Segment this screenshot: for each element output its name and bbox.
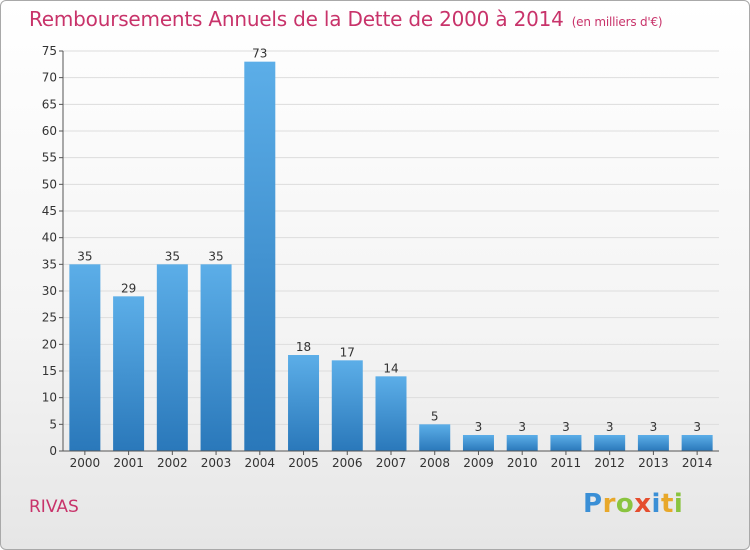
data-label-2002: 35 [165,249,180,263]
data-label-2014: 3 [693,420,701,434]
bars [69,61,713,452]
y-tick-label: 5 [49,417,57,431]
y-tick-label: 40 [42,231,57,245]
y-tick-label: 45 [42,204,57,218]
chart-subtitle: (en milliers d'€) [571,15,663,29]
y-tick-label: 70 [42,71,57,85]
data-label-2010: 3 [518,420,526,434]
data-label-2011: 3 [562,420,570,434]
chart-title: Remboursements Annuels de la Dette de 20… [29,7,564,31]
x-tick-label-2004: 2004 [245,456,276,470]
bar-2000 [69,264,101,451]
y-tick-label: 55 [42,151,57,165]
y-tick-label: 15 [42,364,57,378]
bar-2011 [550,435,582,451]
data-label-2003: 35 [208,249,223,263]
data-label-2007: 14 [383,361,398,375]
y-tick-label: 60 [42,124,57,138]
proxiti-logo: Proxiti [583,489,684,519]
y-tick-label: 30 [42,284,57,298]
y-tick-label: 10 [42,391,57,405]
x-tick-label-2006: 2006 [332,456,363,470]
x-tick-label-2007: 2007 [376,456,407,470]
data-label-2009: 3 [475,420,483,434]
x-tick-label-2008: 2008 [419,456,450,470]
bar-2009 [462,435,494,451]
chart-title-line: Remboursements Annuels de la Dette de 20… [29,7,663,31]
bar-2013 [637,435,669,451]
bar-2001 [113,296,145,451]
y-tick-label: 75 [42,44,57,58]
x-tick-label-2013: 2013 [638,456,669,470]
x-tick-label-2012: 2012 [594,456,625,470]
y-tick-label: 20 [42,337,57,351]
y-tick-label: 50 [42,177,57,191]
data-label-2004: 73 [252,47,267,61]
bar-2003 [200,264,232,451]
y-tick-label: 35 [42,257,57,271]
x-tick-label-2009: 2009 [463,456,494,470]
bar-2010 [506,435,538,451]
data-label-2012: 3 [606,420,614,434]
data-label-2000: 35 [77,249,92,263]
bar-2005 [288,355,320,451]
data-label-2001: 29 [121,281,136,295]
x-tick-label-2005: 2005 [288,456,319,470]
data-labels: 35 29 35 35 73 18 17 14 5 3 3 3 3 3 3 [77,47,701,434]
x-tick-label-2010: 2010 [507,456,538,470]
bar-2012 [594,435,626,451]
x-tick-label-2003: 2003 [201,456,232,470]
y-tick-label: 65 [42,97,57,111]
commune-name: RIVAS [29,497,79,517]
bar-2004 [244,61,276,452]
x-tick-label-2000: 2000 [70,456,101,470]
bar-2006 [331,360,363,451]
y-tick-label: 0 [49,444,57,458]
bar-2014 [681,435,713,451]
bar-2007 [375,376,407,451]
bar-2002 [156,264,188,451]
data-label-2005: 18 [296,340,311,354]
x-tick-label-2014: 2014 [682,456,713,470]
x-tick-label-2011: 2011 [551,456,582,470]
x-tick-label-2001: 2001 [113,456,144,470]
x-tick-label-2002: 2002 [157,456,188,470]
bar-2008 [419,424,451,451]
data-label-2013: 3 [650,420,658,434]
data-label-2006: 17 [340,345,355,359]
y-tick-label: 25 [42,311,57,325]
data-label-2008: 5 [431,409,439,423]
